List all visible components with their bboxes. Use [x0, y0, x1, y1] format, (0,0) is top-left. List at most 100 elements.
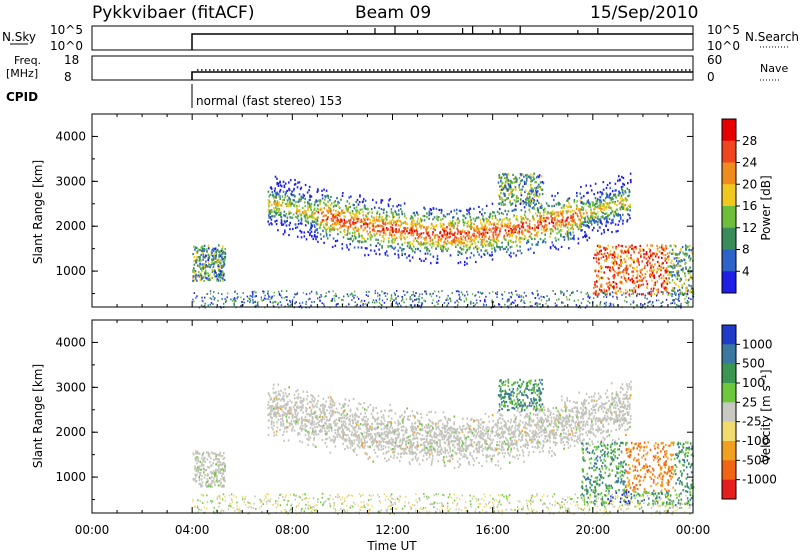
range-cell: [432, 218, 434, 221]
range-cell: [446, 249, 448, 252]
range-cell: [295, 212, 298, 215]
range-cell: [385, 216, 387, 219]
range-cell: [605, 205, 608, 209]
range-cell: [215, 472, 218, 475]
range-cell: [563, 292, 565, 295]
range-cell: [200, 253, 202, 256]
range-cell: [327, 194, 329, 197]
range-cell: [685, 246, 688, 249]
range-cell: [224, 301, 227, 303]
range-cell: [567, 234, 569, 237]
range-cell: [323, 241, 325, 244]
range-cell: [580, 216, 583, 220]
range-cell: [526, 218, 529, 221]
range-cell: [656, 260, 659, 264]
range-cell: [485, 217, 487, 220]
range-cell: [673, 266, 676, 269]
range-cell: [434, 234, 437, 237]
range-cell: [603, 302, 606, 305]
range-cell: [386, 228, 389, 232]
colorbar-tick-label: 4: [742, 264, 750, 278]
range-cell: [412, 293, 414, 296]
range-cell: [603, 292, 606, 295]
range-cell: [513, 178, 515, 181]
range-cell: [219, 279, 222, 282]
range-cell: [619, 179, 621, 182]
range-cell: [673, 300, 675, 303]
range-cell: [323, 225, 325, 228]
range-cell: [609, 186, 612, 190]
range-cell: [538, 193, 541, 196]
range-cell: [288, 196, 290, 199]
range-cell: [330, 218, 333, 221]
range-cell: [316, 223, 318, 226]
range-cell: [390, 296, 393, 298]
range-cell: [418, 305, 421, 308]
range-cell: [606, 292, 608, 295]
range-cell: [218, 273, 220, 276]
range-cell: [593, 208, 595, 211]
range-cell: [567, 210, 570, 213]
range-cell: [494, 230, 497, 233]
range-cell: [410, 228, 413, 231]
range-cell: [496, 296, 498, 299]
range-cell: [606, 257, 608, 260]
range-cell: [268, 201, 271, 204]
range-cell: [326, 227, 328, 230]
range-cell: [510, 186, 512, 189]
range-cell: [619, 207, 621, 210]
range-cell: [296, 207, 298, 210]
range-cell: [319, 203, 321, 206]
range-cell: [533, 207, 536, 210]
range-cell: [584, 218, 586, 221]
range-cell: [206, 265, 209, 268]
range-cell: [276, 200, 279, 203]
range-cell: [207, 480, 209, 483]
range-cell: [211, 485, 213, 488]
range-cell: [658, 275, 660, 278]
range-cell: [677, 270, 680, 273]
range-cell: [381, 235, 384, 238]
range-cell: [294, 182, 297, 186]
range-cell: [194, 457, 197, 460]
range-cell: [646, 297, 648, 300]
range-cell: [542, 208, 545, 212]
range-cell: [379, 224, 381, 227]
range-cell: [612, 295, 614, 298]
range-cell: [394, 428, 396, 431]
range-cell: [449, 228, 451, 231]
range-cell: [337, 221, 340, 224]
range-cell: [381, 299, 384, 302]
range-cell: [508, 184, 510, 187]
range-cell: [204, 263, 206, 266]
range-cell: [289, 301, 292, 303]
range-cell: [543, 217, 545, 220]
range-cell: [352, 217, 355, 220]
range-cell: [378, 301, 381, 304]
range-cell: [422, 214, 425, 217]
range-cell: [514, 299, 516, 302]
range-cell: [221, 298, 223, 300]
range-cell: [342, 192, 344, 195]
range-cell: [212, 472, 215, 475]
range-cell: [356, 209, 359, 212]
range-cell: [221, 251, 224, 254]
range-cell: [278, 292, 281, 295]
range-cell: [624, 277, 626, 280]
range-cell: [621, 261, 623, 264]
range-cell: [457, 237, 460, 240]
range-cell: [415, 292, 417, 294]
range-cell: [378, 297, 381, 300]
range-cell: [211, 276, 213, 279]
range-cell: [687, 279, 690, 282]
range-cell: [299, 212, 301, 215]
range-cell: [624, 191, 627, 194]
range-cell: [498, 194, 500, 197]
range-cell: [406, 446, 409, 449]
range-cell: [425, 230, 427, 233]
range-cell: [645, 251, 648, 254]
range-cell: [563, 206, 566, 209]
colorbar-tick-label: 28: [742, 134, 757, 148]
range-cell: [199, 276, 202, 279]
